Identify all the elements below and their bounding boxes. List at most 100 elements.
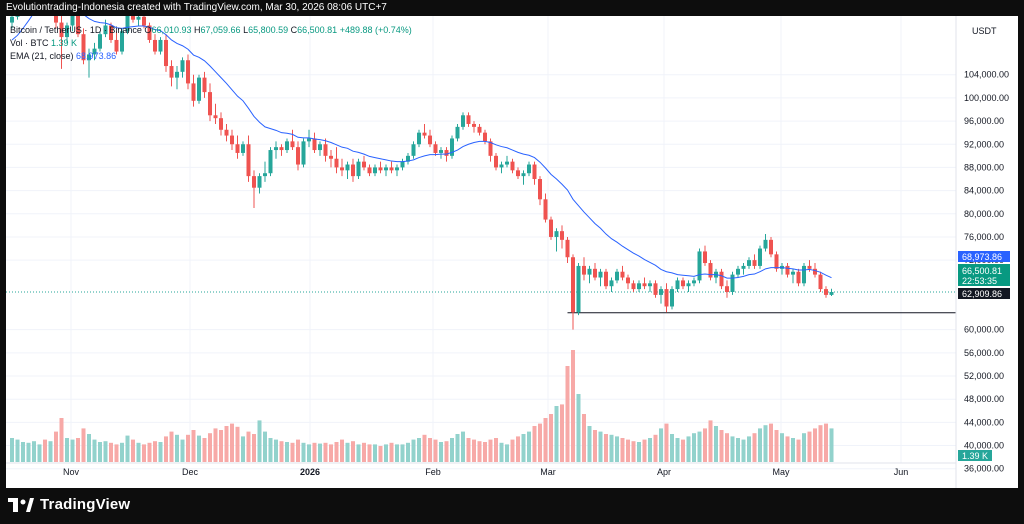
candle-body — [752, 260, 757, 266]
volume-bar — [609, 434, 614, 462]
candle-body — [439, 150, 443, 153]
volume-bar — [208, 433, 212, 462]
price-badge: 66,500.81 — [962, 266, 1002, 276]
volume-bar — [312, 442, 317, 462]
volume-bar — [202, 438, 207, 462]
price-axis-ticks[interactable]: 104,000.00 100,000.00 96,000.00 92,000.00 88… — [964, 70, 1009, 474]
candle-body — [499, 164, 504, 168]
candle-body — [384, 167, 388, 171]
volume-bar — [714, 426, 718, 462]
candle-body — [549, 219, 553, 237]
candle-body — [290, 141, 295, 148]
candle-body — [312, 138, 317, 151]
volume-bar — [642, 439, 647, 462]
volume-bar — [26, 442, 31, 462]
volume-bar — [571, 350, 575, 462]
volume-bar — [565, 366, 570, 462]
candle-body — [670, 289, 674, 307]
price-tick-label: 96,000.00 — [964, 116, 1004, 126]
volume-bar — [323, 442, 328, 462]
volume-bar — [59, 418, 64, 462]
volume-bar — [785, 436, 790, 462]
candle-body — [417, 132, 421, 145]
volume-bar — [521, 434, 526, 462]
legend-symbol[interactable]: Bitcoin / TetherUS · 1D · Binance — [10, 25, 142, 35]
candle-body — [356, 161, 361, 177]
price-tick-label: 44,000.00 — [964, 417, 1004, 427]
volume-bar — [87, 434, 91, 462]
candle-body — [521, 173, 526, 177]
tradingview-logo-text: TradingView — [40, 496, 131, 513]
grid — [6, 16, 956, 470]
currency-label[interactable]: USDT — [972, 26, 997, 36]
candle-body — [76, 16, 80, 35]
volume-bar — [472, 439, 476, 462]
candle-body — [169, 66, 174, 78]
volume-bar — [191, 430, 196, 462]
legend-volume-label[interactable]: Vol · BTC — [10, 38, 49, 48]
price-tick-label: 40,000.00 — [964, 441, 1004, 451]
volume-bar — [730, 436, 735, 462]
volume-bar — [65, 438, 69, 462]
attribution-text: Evolutiontrading-Indonesia created with … — [6, 2, 387, 13]
candle-body — [103, 25, 108, 35]
legend-close-label: C — [290, 25, 298, 35]
volume-bar — [719, 430, 724, 462]
candle-body — [153, 39, 157, 52]
price-tick-label: 100,000.00 — [964, 93, 1009, 103]
volume-bar — [483, 442, 487, 462]
volume-bar — [367, 444, 372, 462]
volume-bar — [659, 428, 663, 462]
legend-volume-row: Vol · BTC 1.39 K — [10, 37, 412, 50]
volume-bar — [296, 439, 300, 462]
volume-bar — [389, 442, 394, 462]
candle-body — [422, 132, 427, 136]
volume-bar — [587, 426, 592, 462]
candle-body — [802, 265, 806, 284]
candle-body — [98, 34, 102, 49]
chart-frame[interactable]: Bitcoin / TetherUS · 1D · Binance O66,01… — [6, 16, 1018, 488]
candle-body — [92, 48, 97, 55]
volume-bar — [615, 436, 619, 462]
volume-bar — [752, 433, 757, 462]
time-axis-label: Apr — [657, 467, 671, 477]
chart-svg[interactable]: USDT 104,000.00 100,000.00 96,000.00 92,000… — [6, 16, 1018, 488]
candle-body — [395, 167, 399, 171]
candle-body — [65, 25, 69, 38]
candle-body — [125, 16, 130, 32]
tradingview-logo[interactable]: TradingView — [8, 496, 130, 513]
legend-ema-label[interactable]: EMA (21, close) — [10, 51, 74, 61]
price-tick-label: 56,000.00 — [964, 348, 1004, 358]
ema-line — [11, 16, 832, 279]
candle-body — [411, 144, 416, 156]
volume-bar — [527, 431, 531, 462]
volume-bar — [747, 436, 751, 462]
candle-body — [527, 164, 531, 174]
volume-bar — [224, 426, 229, 462]
volume-bar — [543, 418, 548, 462]
axes: USDT — [6, 16, 997, 488]
legend-low: 65,800.59 — [248, 25, 289, 35]
price-tick-label: 52,000.00 — [964, 371, 1004, 381]
volume-bar — [450, 438, 454, 462]
volume-bar — [428, 438, 432, 462]
candle-body — [829, 291, 834, 295]
time-axis-labels[interactable]: Nov Dec 2026 Feb Mar Apr May Jun — [63, 467, 908, 477]
volume-bar — [444, 441, 449, 462]
volume-bar — [780, 433, 784, 462]
volume-bar — [417, 438, 421, 462]
legend-open: 66,010.93 — [151, 25, 192, 35]
volume-bar — [648, 438, 652, 462]
candle-body — [329, 155, 333, 159]
time-axis-label: Mar — [540, 467, 556, 477]
volume-bar — [307, 444, 311, 462]
candle-body — [263, 173, 267, 177]
candle-body — [538, 179, 542, 200]
candle-body — [626, 277, 630, 284]
volume-bar — [21, 442, 25, 462]
volume-bar — [230, 423, 234, 462]
volume-bar — [686, 436, 691, 462]
candle-body — [741, 265, 746, 269]
volume-bar — [802, 433, 806, 462]
volume-bar — [395, 444, 399, 462]
